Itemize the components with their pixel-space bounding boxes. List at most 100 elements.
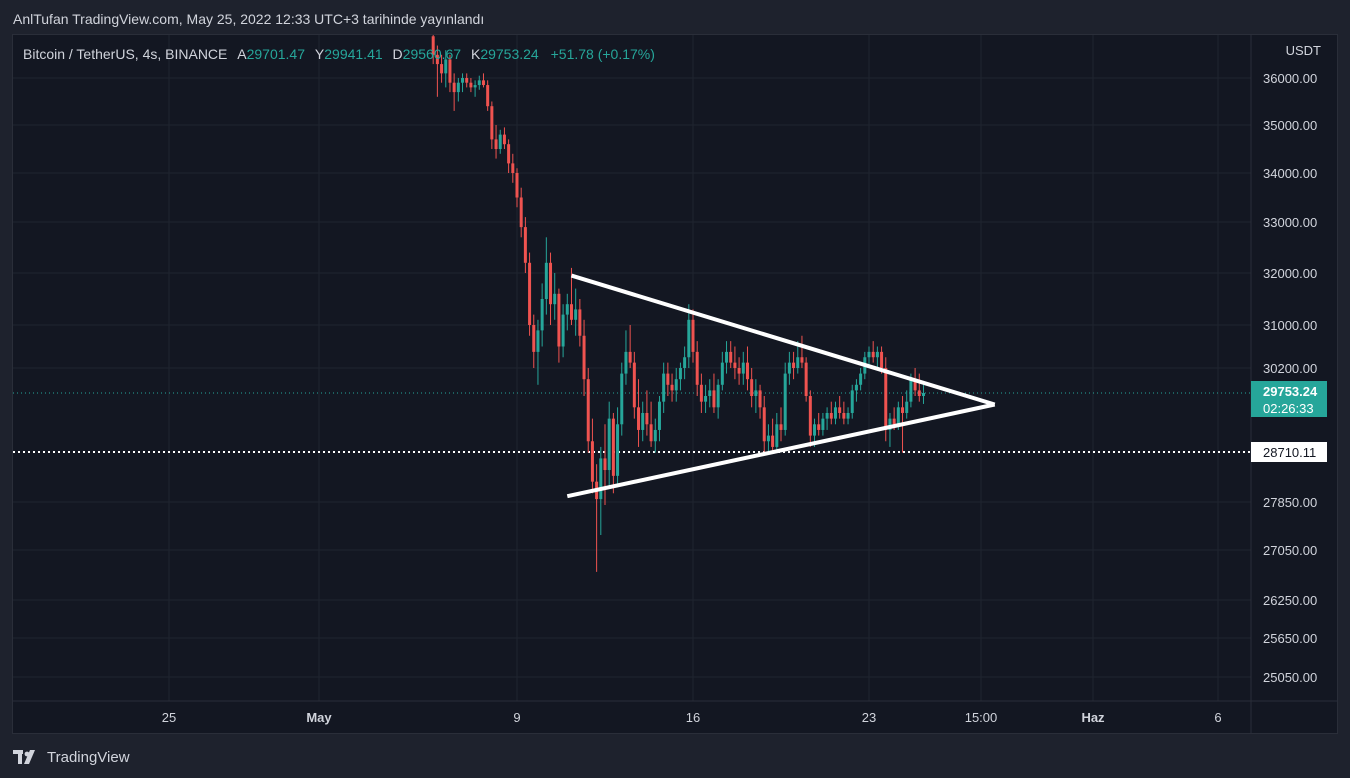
candle-body	[833, 407, 837, 419]
candle-body	[737, 368, 741, 374]
candle-body	[796, 357, 800, 368]
candle-body	[808, 396, 812, 436]
time-tick-label: 9	[513, 710, 520, 725]
currency-label[interactable]: USDT	[1285, 43, 1321, 58]
candle-body	[775, 424, 779, 447]
triangle-lower-trendline[interactable]	[566, 402, 996, 499]
candle-body	[431, 36, 435, 55]
candle-body	[649, 424, 653, 442]
time-tick-label: 15:00	[965, 710, 998, 725]
candle-body	[469, 82, 473, 88]
candle-body	[758, 390, 762, 408]
time-tick-label: Haz	[1081, 710, 1105, 725]
candle-body	[473, 85, 477, 88]
candle-body	[611, 418, 615, 476]
candle-body	[670, 384, 674, 391]
price-tick-label: 35000.00	[1263, 118, 1317, 133]
low-label: D	[392, 46, 403, 62]
candle-body	[913, 379, 917, 391]
symbol-name[interactable]: Bitcoin / TetherUS, 4s, BINANCE	[23, 46, 228, 62]
candle-body	[867, 351, 871, 358]
candle-body	[905, 401, 909, 413]
footer: TradingView	[13, 746, 130, 768]
current-price-label-box	[1251, 381, 1327, 417]
candle-body	[762, 407, 766, 442]
candle-body	[880, 351, 884, 368]
price-tick-label: 36000.00	[1263, 71, 1317, 86]
price-tick-label: 34000.00	[1263, 166, 1317, 181]
chart-area[interactable]: 36000.00 35000.00 34000.00 33000.00 32000.00…	[12, 34, 1338, 734]
candle-body	[817, 424, 821, 430]
brand-name[interactable]: TradingView	[47, 748, 130, 766]
current-price-label: 29753.24	[1263, 384, 1318, 399]
candle-body	[456, 82, 460, 93]
candle-body	[444, 59, 448, 74]
time-tick-label: 25	[162, 710, 176, 725]
candle-body	[637, 407, 641, 430]
published-info: AnlTufan TradingView.com, May 25, 2022 1…	[13, 11, 485, 27]
candle-body	[741, 362, 745, 374]
candle-body	[528, 262, 532, 325]
candle-body	[687, 319, 691, 358]
candle-body	[854, 384, 858, 391]
close-value: 29753.24	[480, 46, 539, 62]
candle-body	[586, 379, 590, 442]
candle-body	[645, 412, 649, 425]
candle-body	[699, 384, 703, 402]
price-tick-label: 31000.00	[1263, 318, 1317, 333]
candle-body	[507, 144, 511, 164]
candle-body	[465, 78, 469, 83]
triangle-upper-trendline[interactable]	[570, 273, 996, 407]
candle-body	[716, 384, 720, 408]
candle-body	[666, 373, 670, 385]
candle-body	[720, 362, 724, 385]
price-tick-label: 27850.00	[1263, 495, 1317, 510]
candle-body	[917, 390, 921, 397]
candle-body	[540, 299, 544, 331]
candle-body	[859, 373, 863, 385]
high-value: 29941.41	[324, 46, 383, 62]
candle-body	[846, 412, 850, 419]
candle-body	[783, 373, 787, 430]
candle-body	[494, 139, 498, 149]
candle-body	[901, 407, 905, 413]
candle-body	[641, 412, 645, 430]
candle-body	[498, 134, 502, 149]
candle-body	[477, 80, 481, 86]
candle-body	[461, 78, 465, 83]
candle-body	[674, 379, 678, 391]
candle-body	[607, 418, 611, 471]
candle-body	[804, 362, 808, 397]
candle-body	[771, 435, 775, 447]
candle-body	[691, 319, 695, 352]
candle-body	[842, 412, 846, 419]
candle-body	[850, 390, 854, 413]
open-value: 29701.47	[246, 46, 306, 62]
candle-body	[561, 314, 565, 347]
time-tick-label: 16	[686, 710, 700, 725]
candle-body	[590, 441, 594, 482]
candle-body	[486, 85, 490, 107]
price-tick-label: 25050.00	[1263, 670, 1317, 685]
candle-body	[574, 309, 578, 320]
candle-body	[616, 424, 620, 476]
price-chart-svg[interactable]: 36000.00 35000.00 34000.00 33000.00 32000.00…	[13, 35, 1338, 734]
publish-header: AnlTufan TradingView.com, May 25, 2022 1…	[0, 0, 1350, 36]
candle-body	[565, 304, 569, 315]
candle-body	[921, 393, 925, 397]
candle-body	[578, 309, 582, 336]
tradingview-logo-icon[interactable]	[13, 748, 41, 766]
candle-body	[800, 357, 804, 363]
candle-body	[896, 407, 900, 425]
candle-body	[515, 173, 519, 198]
price-tick-label: 25650.00	[1263, 631, 1317, 646]
candle-body	[729, 351, 733, 363]
candle-body	[708, 390, 712, 397]
candle-body	[875, 351, 879, 358]
candle-body	[787, 362, 791, 374]
candle-body	[569, 304, 573, 320]
candle-body	[549, 262, 553, 305]
candle-body	[582, 335, 586, 380]
change-value: +51.78 (+0.17%)	[550, 46, 655, 62]
candle-body	[632, 362, 636, 408]
